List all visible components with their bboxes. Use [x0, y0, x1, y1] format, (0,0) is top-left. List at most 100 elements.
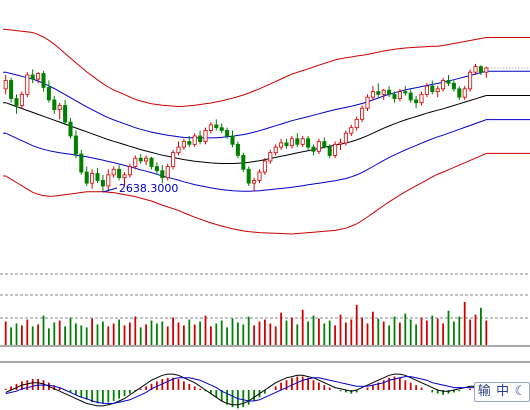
candle-body: [446, 80, 451, 84]
candle-body: [171, 152, 176, 167]
candlestick: [370, 86, 375, 100]
outer-lower-band: [3, 152, 530, 235]
candlestick: [14, 94, 19, 114]
candle-body: [424, 85, 429, 95]
candlestick: [387, 86, 392, 98]
candlestick: [25, 72, 30, 98]
moving-average-line: [3, 95, 530, 164]
candlestick: [214, 119, 219, 131]
candlestick: [122, 172, 127, 186]
candlestick: [30, 69, 35, 84]
candlestick: [165, 163, 170, 181]
candlestick: [322, 137, 327, 149]
candle-body: [30, 74, 35, 80]
candlestick: [478, 65, 483, 75]
candlestick: [306, 136, 311, 150]
candlestick: [430, 80, 435, 95]
candle-body: [73, 135, 78, 155]
candle-body: [354, 118, 359, 129]
candle-body: [122, 174, 127, 179]
candlestick: [268, 149, 273, 164]
candle-body: [381, 89, 386, 95]
candlestick: [262, 158, 267, 175]
candle-body: [181, 141, 186, 148]
candle-body: [468, 71, 473, 90]
candle-body: [144, 157, 149, 162]
candle-body: [257, 171, 262, 181]
ime-toolbar[interactable]: 输 中 ☾: [474, 382, 530, 402]
candlestick: [327, 144, 332, 159]
candle-body: [214, 124, 219, 129]
candlestick: [127, 163, 132, 178]
candlestick: [203, 127, 208, 145]
candlestick: [403, 86, 408, 96]
candle-body: [106, 174, 111, 187]
candle-body: [133, 157, 138, 167]
candle-body: [100, 180, 105, 187]
candle-body: [3, 80, 8, 90]
candlestick: [192, 133, 197, 148]
candlestick: [397, 88, 402, 102]
candlestick: [225, 127, 230, 139]
candlestick: [208, 122, 213, 134]
candlestick: [468, 69, 473, 92]
candlestick: [419, 91, 424, 106]
candle-body: [36, 73, 41, 80]
candle-body: [117, 168, 122, 179]
candle-body: [322, 141, 327, 148]
candle-body: [9, 80, 14, 99]
candle-body: [273, 146, 278, 154]
moon-icon[interactable]: ☾: [514, 384, 527, 399]
candlestick: [149, 156, 154, 170]
candlestick: [457, 86, 462, 100]
candle-body: [52, 99, 57, 111]
candlestick: [273, 144, 278, 156]
candle-body: [478, 66, 483, 73]
candlestick: [100, 174, 105, 192]
candle-body: [343, 132, 348, 144]
low-price-annotation-label: 2638.3000: [119, 182, 178, 195]
candle-body: [25, 74, 30, 95]
candle-body: [311, 146, 316, 152]
candle-body: [376, 91, 381, 95]
ime-language-toggle[interactable]: 中: [496, 384, 510, 399]
candle-body: [246, 168, 251, 184]
candlestick: [84, 166, 89, 186]
candlestick: [295, 133, 300, 148]
candle-body: [484, 67, 489, 73]
candlestick: [95, 167, 100, 184]
candlestick: [219, 123, 224, 134]
candlestick: [316, 138, 321, 155]
candle-body: [462, 88, 467, 98]
candlestick: [73, 130, 78, 159]
candlestick: [3, 74, 8, 95]
candle-body: [219, 127, 224, 131]
candle-body: [63, 105, 68, 123]
candle-body: [316, 141, 321, 152]
candle-body: [473, 66, 478, 73]
candlestick: [441, 77, 446, 92]
candle-body: [192, 135, 197, 145]
macd-dea-line: [5, 376, 487, 404]
candlestick: [446, 74, 451, 87]
candlestick: [360, 105, 365, 123]
candle-body: [149, 157, 154, 167]
candlestick: [230, 130, 235, 148]
candle-body: [365, 96, 370, 109]
candle-body: [392, 93, 397, 99]
candlestick: [133, 155, 138, 170]
candle-body: [14, 98, 19, 106]
candlestick: [435, 86, 440, 98]
candlestick: [246, 166, 251, 186]
ime-mode-icon[interactable]: 输: [477, 384, 491, 399]
candlestick: [171, 149, 176, 170]
candle-body: [333, 143, 338, 156]
candlestick: [365, 94, 370, 112]
candle-body: [154, 166, 159, 172]
candle-body: [327, 146, 332, 156]
candle-body: [387, 89, 392, 95]
candle-body: [79, 153, 84, 173]
candlestick: [279, 138, 284, 150]
candlestick: [300, 136, 305, 148]
candle-body: [230, 135, 235, 145]
